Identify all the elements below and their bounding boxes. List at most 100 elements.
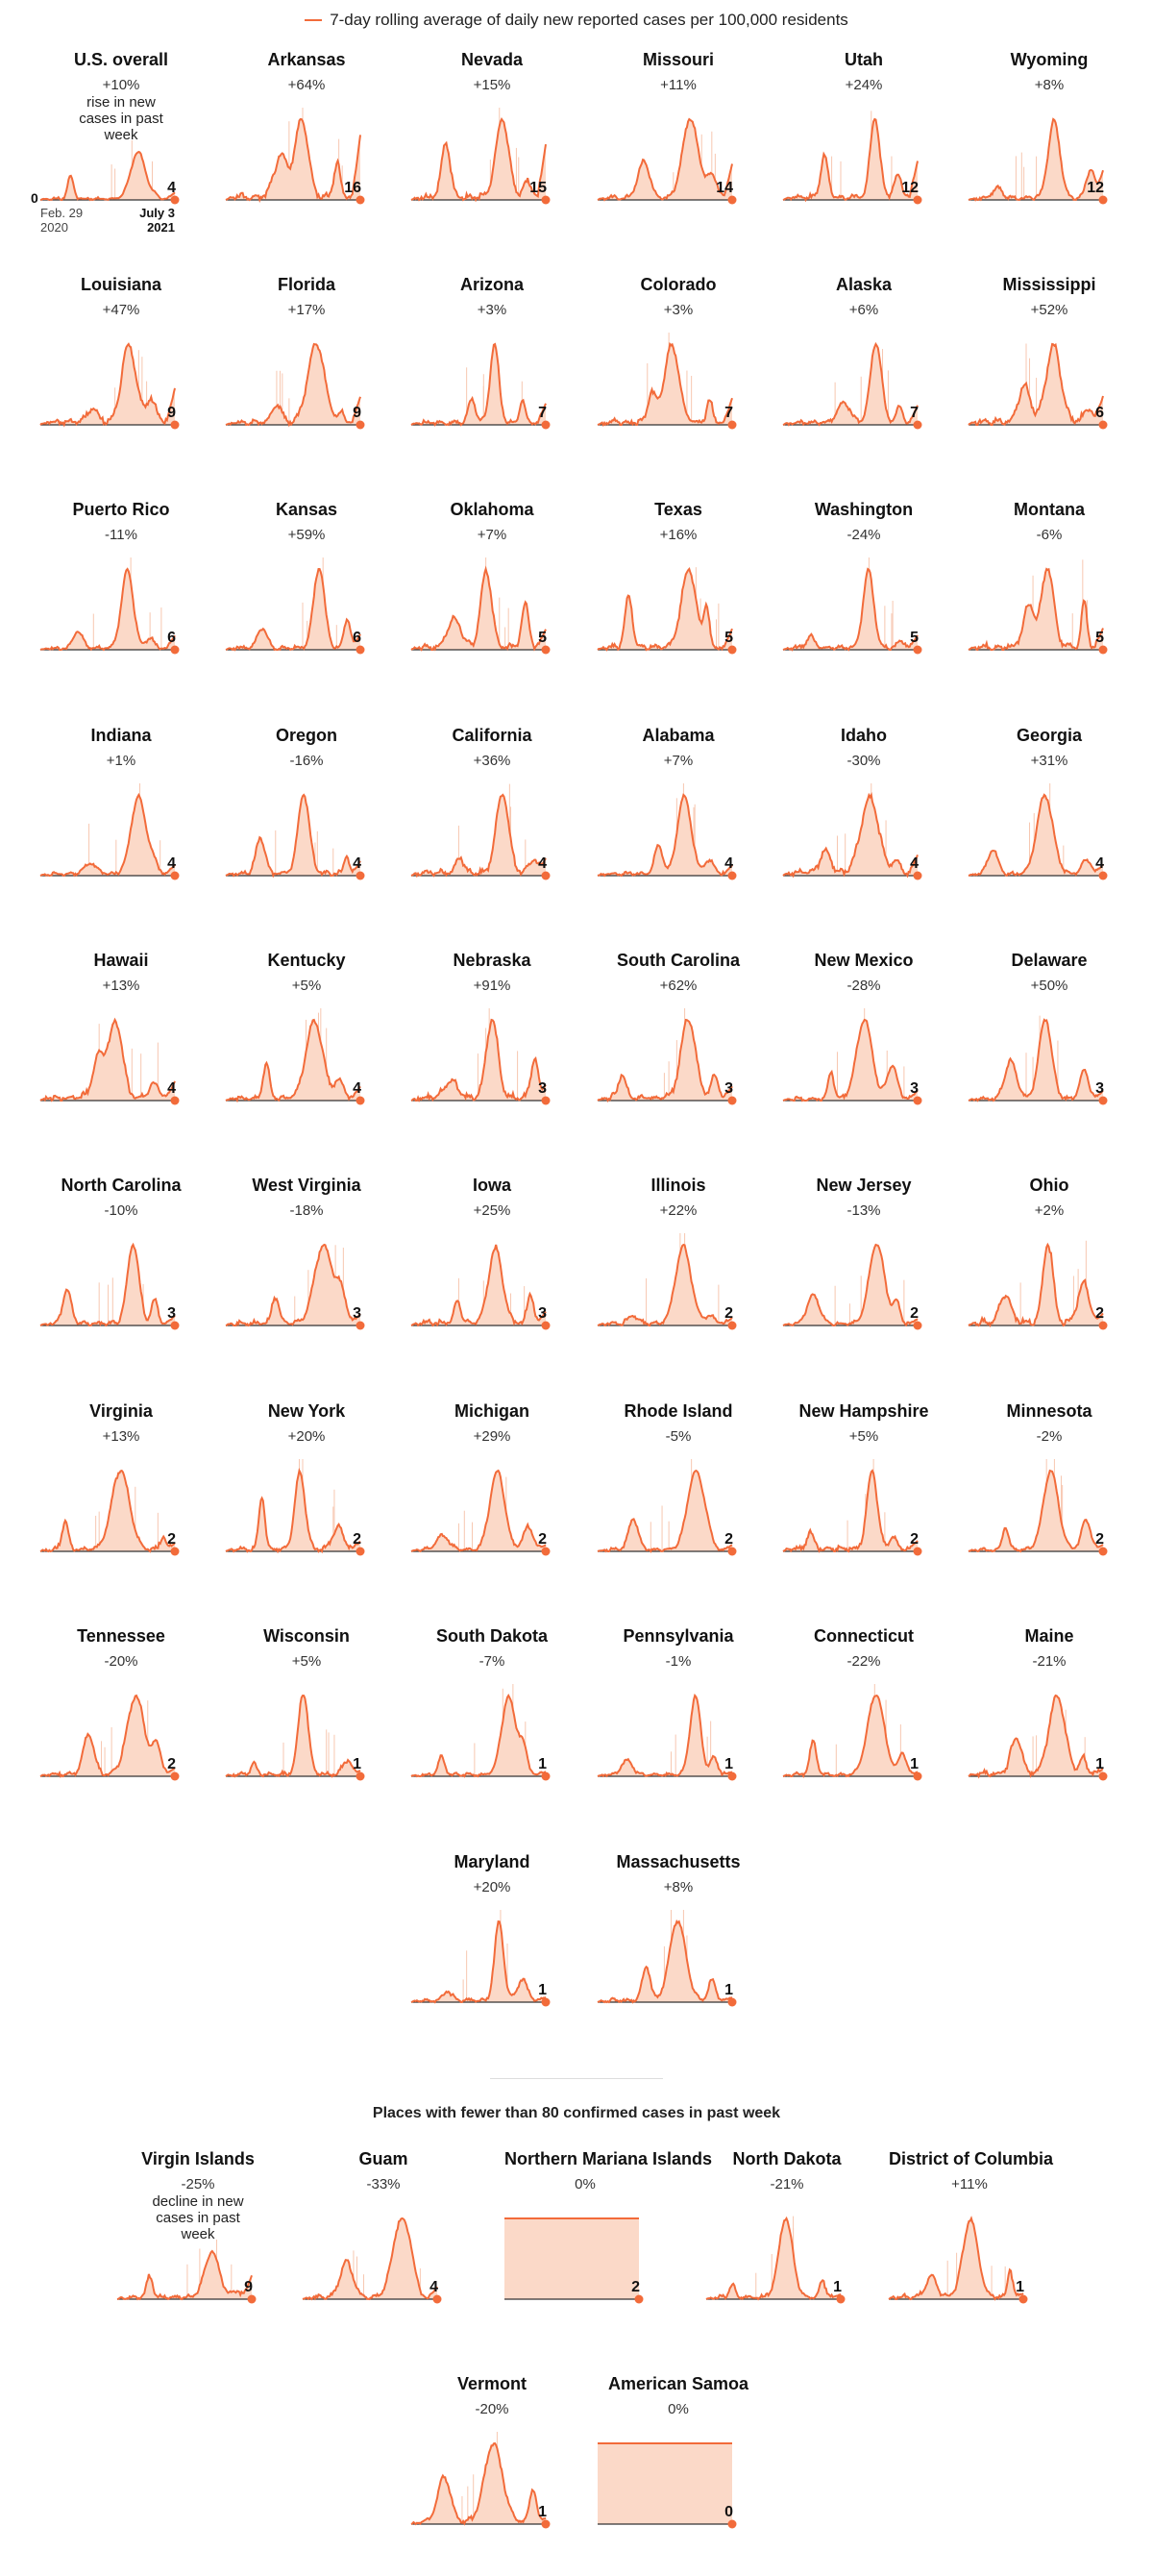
series-line: [782, 1018, 919, 1102]
panel-connecticut: Connecticut -22% 1: [782, 1626, 944, 1828]
latest-value-label: 4: [538, 855, 547, 872]
latest-value-dot: [727, 195, 737, 205]
panel-west-virginia: West Virginia -18% 3: [225, 1176, 387, 1377]
panel-tennessee: Tennessee -20% 2: [39, 1626, 202, 1828]
latest-value-dot: [727, 1771, 737, 1781]
panel-chart: 6: [225, 557, 365, 655]
series-line: [782, 341, 919, 427]
panel-title: Pennsylvania: [623, 1626, 734, 1646]
panel-alaska: Alaska +6% 7: [782, 275, 944, 477]
series-line: [597, 1919, 733, 2004]
panel-change: -33%: [366, 2176, 401, 2192]
latest-value-dot: [913, 195, 922, 205]
latest-value-label: 12: [1087, 180, 1104, 196]
panel-north-carolina: North Carolina -10% 3: [39, 1176, 202, 1377]
panel-change: +2%: [1034, 1202, 1065, 1219]
panel-change: -1%: [665, 1653, 692, 1670]
x-axis-start-date: Feb. 29: [40, 206, 84, 220]
panel-virgin-islands: Virgin Islands -25% decline in new cases i…: [116, 2149, 279, 2351]
panel-chart: 4: [39, 783, 180, 880]
panel-title: Vermont: [456, 2374, 527, 2393]
panel-new-hampshire: New Hampshire +5% 2: [782, 1401, 944, 1603]
panel-change: -30%: [846, 753, 881, 769]
panel-title: U.S. overall: [73, 50, 169, 69]
panel-title: Massachusetts: [616, 1852, 741, 1871]
panel-title: West Virginia: [252, 1176, 361, 1195]
panel-change: +6%: [848, 302, 879, 318]
series-area: [783, 119, 918, 200]
panel-chart: 2: [782, 1243, 922, 1330]
panel-chart: 5: [782, 557, 922, 655]
latest-value-label: 9: [244, 2279, 253, 2295]
series-area: [889, 2218, 1023, 2299]
panel-iowa: Iowa +25% 3: [410, 1176, 573, 1377]
series-line: [782, 117, 919, 203]
latest-value-dot: [1098, 195, 1108, 205]
latest-value-label: 4: [429, 2279, 438, 2295]
latest-value-dot: [1098, 871, 1108, 880]
panel-new-jersey: New Jersey -13% 2: [782, 1176, 944, 1377]
panel-chart: 2: [504, 2217, 644, 2304]
panel-chart: 5: [968, 559, 1108, 655]
panel-chart: 4: [225, 1008, 365, 1105]
latest-value-label: 4: [353, 1080, 361, 1097]
panel-chart: 4: [410, 783, 551, 880]
series-area: [40, 795, 175, 876]
latest-value-dot: [1098, 1771, 1108, 1781]
panel-change: -7%: [478, 1653, 505, 1670]
panel-chart: 4: [39, 140, 180, 205]
latest-value-label: 5: [910, 630, 919, 646]
series-line: [782, 1469, 919, 1553]
panel-california: California +36% 4: [410, 726, 573, 928]
series-line: [410, 565, 547, 652]
panel-change: +25%: [473, 1202, 511, 1219]
panel-title: Alabama: [642, 726, 715, 745]
panel-change: +5%: [848, 1428, 879, 1445]
latest-value-label: 2: [724, 1531, 733, 1548]
series-area: [598, 344, 732, 425]
panel-title: Nevada: [460, 50, 524, 69]
latest-value-label: 6: [167, 630, 176, 646]
series-area: [783, 795, 918, 876]
latest-value-label: 14: [716, 180, 733, 196]
panel-chart: 4: [39, 1017, 180, 1105]
latest-value-label: 1: [724, 1756, 733, 1772]
panel-title: Colorado: [640, 275, 717, 294]
panel-delaware: Delaware +50% 3: [968, 951, 1130, 1152]
series-area: [226, 569, 360, 650]
panel-change: +7%: [477, 527, 507, 543]
panel-change: +13%: [102, 1428, 140, 1445]
series-area: [226, 795, 360, 876]
latest-value-dot: [356, 871, 365, 880]
panel-ohio: Ohio +2% 2: [968, 1176, 1130, 1377]
panel-title: Wyoming: [1010, 50, 1089, 69]
panel-chart: 3: [410, 1244, 551, 1330]
latest-value-label: 3: [538, 1080, 547, 1097]
latest-value-dot: [1098, 1547, 1108, 1556]
series-area: [226, 1245, 360, 1325]
panel-change: +1%: [106, 753, 136, 769]
panel-chart: 3: [39, 1242, 180, 1330]
panel-chart: 6: [39, 557, 180, 655]
panel-louisiana: Louisiana +47% 9: [39, 275, 202, 477]
panel-title: Minnesota: [1006, 1401, 1092, 1421]
panel-change: -20%: [104, 1653, 138, 1670]
series-area: [411, 569, 546, 650]
panel-change: +3%: [477, 302, 507, 318]
panel-change: +16%: [659, 527, 698, 543]
series-line: [410, 1244, 547, 1327]
latest-value-label: 2: [910, 1305, 919, 1322]
panel-title: Mississippi: [1002, 275, 1096, 294]
panel-chart: 12: [782, 111, 922, 205]
series-line: [410, 2441, 547, 2526]
panel-title: Montana: [1014, 500, 1085, 519]
latest-value-dot: [727, 1096, 737, 1105]
latest-value-label: 1: [538, 1756, 547, 1772]
panel-georgia: Georgia +31% 4: [968, 726, 1130, 928]
panel-chart: 9: [39, 342, 180, 430]
series-line: [410, 1694, 547, 1778]
panel-chart: 2: [225, 1459, 365, 1556]
series-line: [968, 342, 1104, 427]
panel-chart: 1: [410, 1684, 551, 1781]
panel-chart: 0: [598, 2442, 737, 2529]
